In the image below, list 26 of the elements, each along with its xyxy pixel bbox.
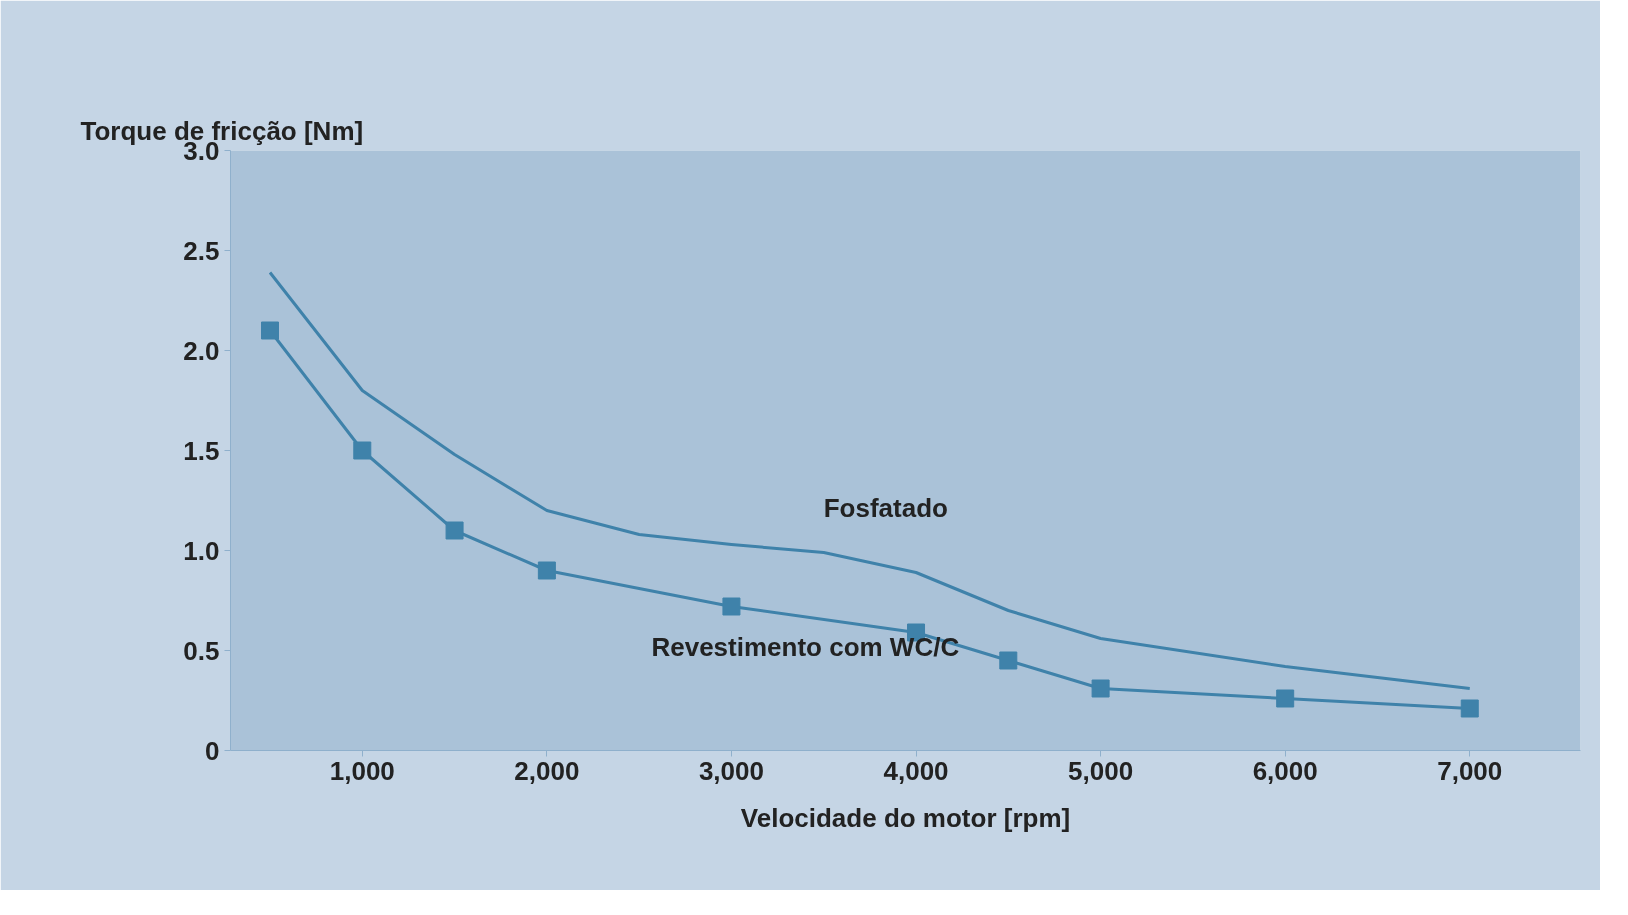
series-label: Fosfatado xyxy=(823,492,948,523)
point xyxy=(261,321,279,340)
point xyxy=(722,597,741,616)
y-tick-label: 2.0 xyxy=(183,335,220,366)
point xyxy=(1276,689,1295,708)
x-axis-title: Velocidade do motor [rpm] xyxy=(740,802,1071,833)
point xyxy=(999,651,1018,670)
point xyxy=(445,521,464,540)
x-tick-label: 5,000 xyxy=(1068,755,1134,786)
y-tick-label: 2.5 xyxy=(183,235,220,266)
x-tick-label: 4,000 xyxy=(883,755,949,786)
point xyxy=(1460,699,1479,718)
point xyxy=(353,441,372,460)
x-tick-label: 6,000 xyxy=(1252,755,1318,786)
x-tick-label: 2,000 xyxy=(514,755,580,786)
point xyxy=(537,561,556,580)
x-tick-label: 3,000 xyxy=(698,755,764,786)
series-label: Revestimento com WC/C xyxy=(651,631,960,662)
y-tick-label: 1.5 xyxy=(183,435,220,466)
y-tick-label: 1.0 xyxy=(183,535,220,566)
x-tick-label: 1,000 xyxy=(329,755,395,786)
y-tick-label: 0.5 xyxy=(183,635,220,666)
y-tick-label: 0 xyxy=(205,735,220,766)
x-tick-label: 7,000 xyxy=(1437,755,1503,786)
line-series xyxy=(268,271,1472,690)
point xyxy=(1091,679,1110,698)
